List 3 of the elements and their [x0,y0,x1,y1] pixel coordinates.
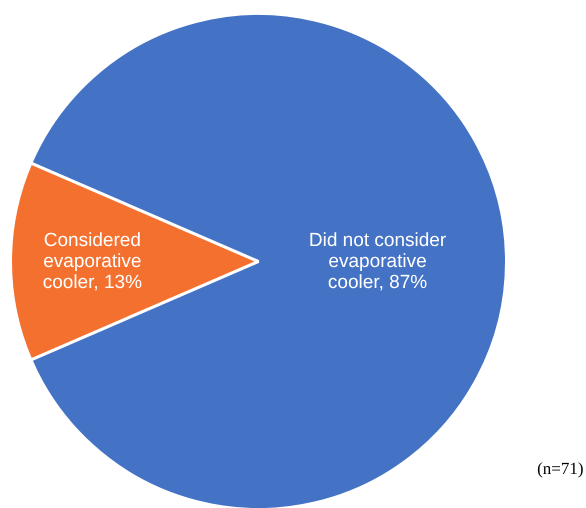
text: (n=71) [537,459,584,478]
slice-label: Did not consider evaporative cooler, 87% [308,230,447,293]
slice-label: Considered evaporative cooler, 13% [42,230,142,293]
